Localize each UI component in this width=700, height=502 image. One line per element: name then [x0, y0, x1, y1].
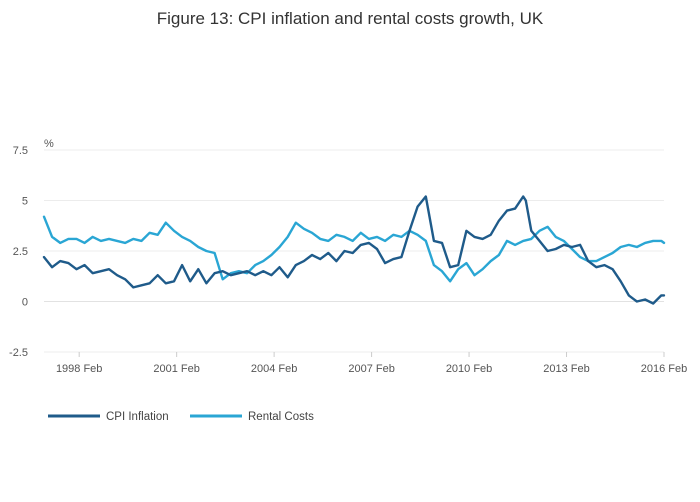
y-axis-unit-label: %: [44, 138, 54, 150]
legend-label-cpi-inflation: CPI Inflation: [106, 411, 169, 423]
x-tick-label: 2010 Feb: [446, 363, 492, 375]
y-tick-label: 5: [22, 196, 28, 208]
x-tick-label: 2016 Feb: [641, 363, 687, 375]
y-tick-label: 2.5: [13, 246, 28, 258]
series-line-rental-costs: [42, 215, 666, 283]
legend-label-rental-costs: Rental Costs: [248, 411, 314, 423]
legend: CPI Inflation Rental Costs: [48, 411, 314, 423]
y-tick-label: 7.5: [13, 145, 28, 157]
chart-title: Figure 13: CPI inflation and rental cost…: [157, 9, 544, 28]
series-lines: [42, 195, 666, 305]
y-tick-label: 0: [22, 297, 28, 309]
x-tick-label: 2013 Feb: [543, 363, 589, 375]
y-tick-label: -2.5: [9, 347, 28, 359]
x-tick-label: 2001 Feb: [153, 363, 199, 375]
series-line-cpi-inflation: [42, 195, 666, 305]
y-axis-ticks: 7.5 5 2.5 0 -2.5: [9, 145, 28, 359]
x-axis-ticks: 1998 Feb 2001 Feb 2004 Feb 2007 Feb 2010 Feb…: [56, 352, 687, 375]
x-tick-label: 2004 Feb: [251, 363, 297, 375]
x-tick-label: 1998 Feb: [56, 363, 102, 375]
x-tick-label: 2007 Feb: [348, 363, 394, 375]
